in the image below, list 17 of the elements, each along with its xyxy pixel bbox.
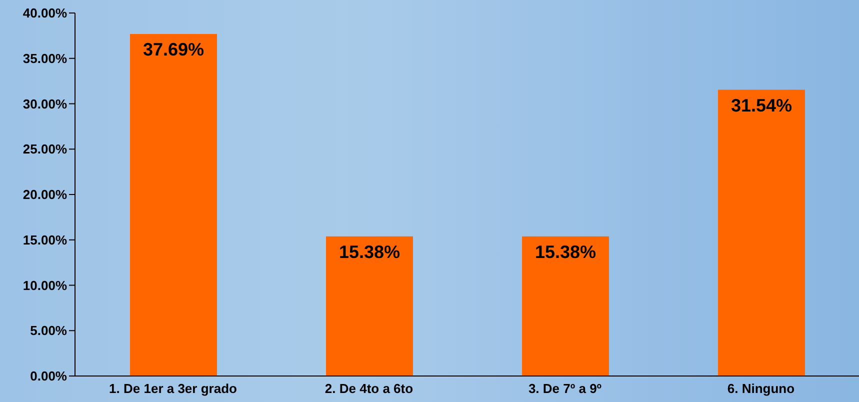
y-tick-label: 5.00%	[30, 323, 68, 338]
y-tick-label: 15.00%	[22, 232, 68, 248]
data-label: 37.69%	[142, 40, 204, 60]
y-tick-label: 25.00%	[22, 142, 68, 157]
y-tick-label: 20.00%	[22, 187, 68, 202]
data-label: 15.38%	[534, 242, 596, 262]
y-tick-label: 35.00%	[22, 50, 68, 66]
x-tick-label: 1. De 1er a 3er grado	[109, 381, 238, 396]
x-tick-label: 3. De 7º a 9º	[528, 381, 602, 396]
y-tick-label: 0.00%	[30, 368, 68, 384]
y-tick-label: 10.00%	[22, 278, 68, 293]
data-label: 15.38%	[338, 242, 400, 262]
x-tick-label: 2. De 4to a 6to	[324, 381, 414, 396]
x-tick-label: 6. Ninguno	[727, 381, 795, 396]
y-tick-label: 40.00%	[22, 6, 68, 21]
data-label: 31.54%	[730, 96, 792, 116]
y-tick-label: 30.00%	[22, 96, 68, 112]
